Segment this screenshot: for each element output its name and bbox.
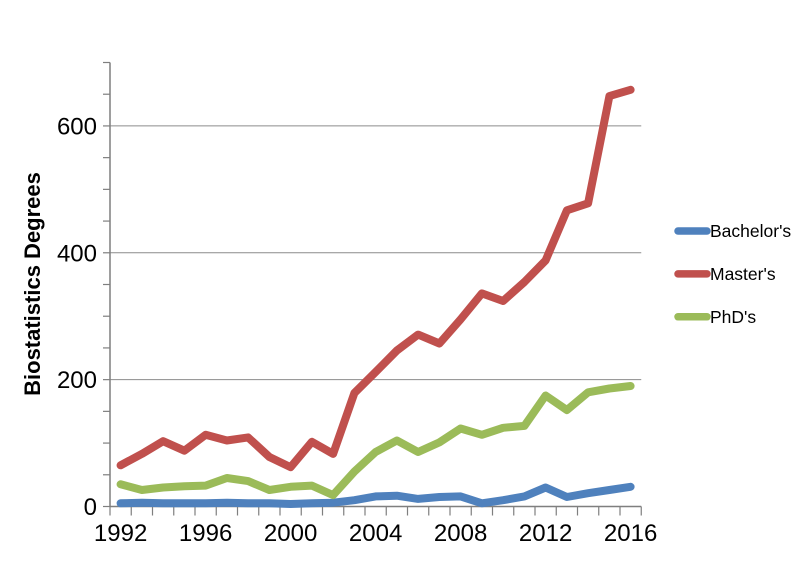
x-tick-label: 2004: [349, 520, 402, 547]
legend-label-phds: PhD's: [710, 307, 756, 327]
y-tick-label: 600: [57, 113, 97, 140]
series-line-phds: [116, 382, 635, 500]
legend: Bachelor's Master's PhD's: [674, 221, 791, 327]
series-line-masters: [116, 85, 635, 472]
legend-label-masters: Master's: [710, 264, 776, 284]
y-tick-label: 400: [57, 240, 97, 267]
legend-label-bachelors: Bachelor's: [710, 221, 791, 241]
y-tick-label: 200: [57, 367, 97, 394]
y-axis-title: Biostatistics Degrees: [20, 172, 45, 396]
grid-layer: [110, 125, 642, 381]
x-tick-label: 1996: [179, 520, 232, 547]
x-tick-label: 2000: [264, 520, 317, 547]
y-tick-label: 0: [84, 494, 97, 521]
series-layer: [116, 85, 635, 508]
label-layer: 0 200 400 600 1992 1996 2000 2004 2008 2012 2016: [57, 113, 657, 547]
x-tick-label: 2012: [519, 520, 572, 547]
x-tick-label: 2016: [604, 520, 657, 547]
x-tick-label: 1992: [94, 520, 147, 547]
series-line-bachelors: [116, 482, 635, 508]
x-tick-label: 2008: [434, 520, 487, 547]
